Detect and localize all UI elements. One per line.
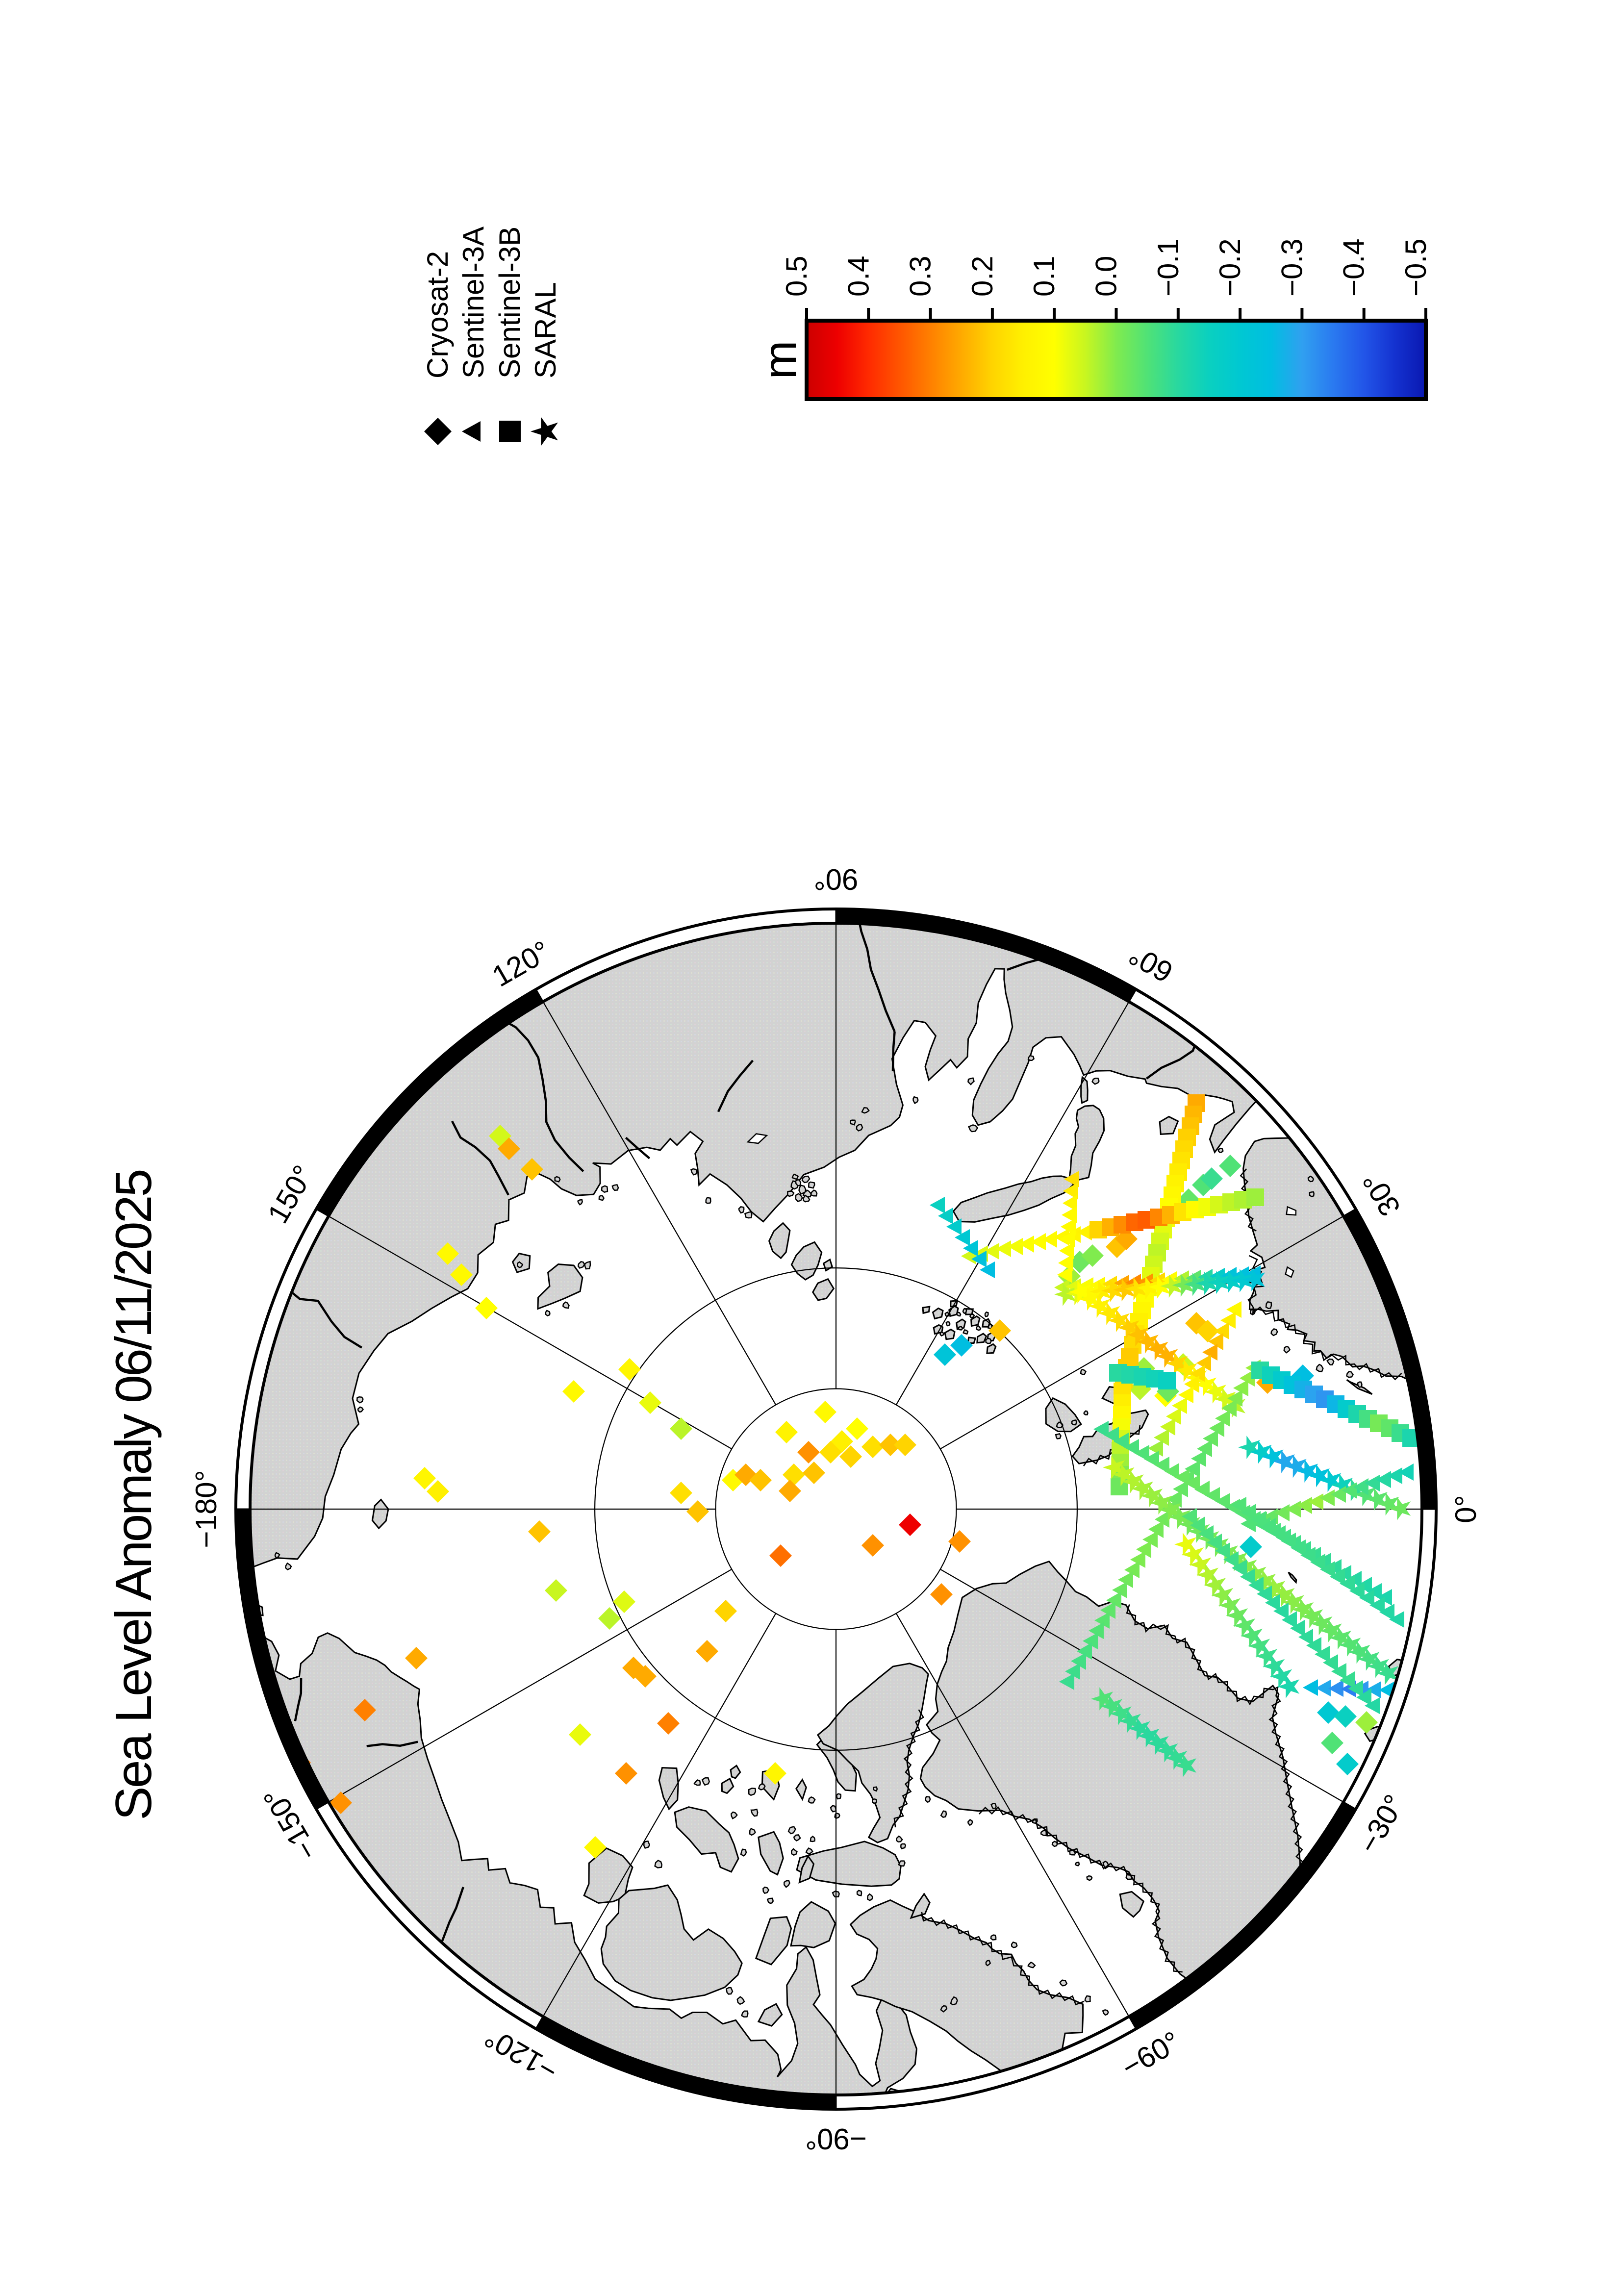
svg-text:0.2: 0.2 [966,256,999,297]
svg-text:−180°: −180° [190,1470,223,1548]
svg-text:Sea Level Anomaly 06/11/2025: Sea Level Anomaly 06/11/2025 [105,1170,162,1820]
svg-text:Sentinel-3B: Sentinel-3B [493,227,526,378]
svg-text:SARAL: SARAL [529,282,562,378]
svg-text:−0.1: −0.1 [1152,239,1185,297]
svg-text:m: m [754,340,806,379]
svg-text:0.0: 0.0 [1090,256,1123,297]
svg-text:Sentinel-3A: Sentinel-3A [457,227,490,378]
svg-text:0.4: 0.4 [842,256,875,297]
svg-text:−0.4: −0.4 [1338,239,1370,297]
svg-text:−0.2: −0.2 [1214,239,1246,297]
svg-text:0.3: 0.3 [904,256,937,297]
svg-text:−0.3: −0.3 [1275,239,1308,297]
svg-text:−90°: −90° [805,2122,867,2155]
svg-text:0.5: 0.5 [780,256,813,297]
svg-text:0°: 0° [1449,1495,1482,1523]
svg-text:Cryosat-2: Cryosat-2 [421,251,454,378]
svg-text:90°: 90° [814,863,859,896]
svg-text:−0.5: −0.5 [1399,239,1432,297]
svg-text:0.1: 0.1 [1028,256,1061,297]
